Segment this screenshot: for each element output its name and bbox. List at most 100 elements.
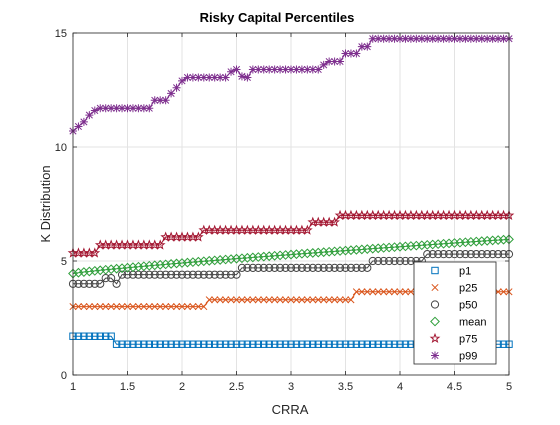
data-point-p99 — [112, 104, 121, 113]
legend-entry-p25: p25 — [431, 283, 477, 295]
data-point-p50 — [428, 250, 437, 259]
data-point-p50 — [335, 263, 345, 272]
data-point-p25 — [314, 296, 322, 304]
data-point-p50 — [303, 263, 312, 272]
data-point-p1 — [200, 340, 208, 348]
data-point-p1 — [167, 340, 175, 348]
data-point-p99 — [308, 65, 317, 74]
data-point-p99 — [466, 34, 475, 43]
data-point-p50 — [385, 256, 394, 266]
data-point-p99 — [472, 34, 481, 43]
legend-marker-p75 — [429, 332, 441, 344]
data-point-p1 — [260, 340, 268, 348]
data-point-p1 — [281, 340, 290, 348]
data-point-p25 — [205, 296, 213, 304]
data-point-p50 — [461, 250, 470, 259]
data-point-p99 — [423, 34, 432, 43]
data-point-p99 — [483, 34, 492, 43]
data-point-p1 — [172, 340, 181, 348]
data-point-p99 — [139, 104, 148, 113]
data-point-p1 — [112, 340, 121, 348]
data-point-p50 — [281, 263, 290, 272]
data-point-p99 — [439, 34, 448, 43]
data-point-p99 — [205, 73, 214, 82]
series-p99 — [69, 34, 513, 136]
data-point-p50 — [248, 263, 257, 272]
data-point-p99 — [287, 65, 295, 74]
data-point-p25 — [369, 288, 377, 296]
data-point-p1 — [243, 340, 252, 348]
data-point-p25 — [298, 296, 306, 304]
data-point-p50 — [156, 270, 165, 279]
data-point-p25 — [243, 296, 251, 304]
data-point-p99 — [221, 73, 230, 82]
data-point-p50 — [276, 263, 285, 272]
tick-layer: 1 1.5 2 2.5 3 3.5 4 4.5 5 0 5 10 15 — [55, 28, 512, 393]
data-point-p50 — [286, 263, 296, 272]
data-point-p25 — [325, 296, 333, 304]
data-point-p1 — [276, 340, 284, 348]
data-point-p99 — [303, 65, 312, 74]
data-point-p99 — [494, 34, 503, 43]
data-point-p50 — [259, 263, 268, 272]
data-point-p50 — [434, 250, 443, 259]
data-point-p50 — [450, 250, 459, 259]
data-point-p99 — [74, 122, 83, 131]
y-tick-label: 5 — [61, 256, 67, 268]
data-point-p1 — [194, 340, 203, 348]
data-point-p50 — [237, 263, 247, 272]
data-point-p99 — [368, 34, 377, 43]
data-point-p25 — [194, 303, 202, 311]
data-point-p50 — [205, 270, 214, 279]
legend-label-p75: p75 — [459, 334, 477, 346]
data-point-p75 — [193, 231, 204, 242]
data-point-p25 — [265, 296, 273, 304]
legend-marker-p1 — [431, 266, 439, 275]
legend-label-p50: p50 — [459, 300, 477, 312]
data-point-p1 — [85, 332, 94, 340]
data-point-p50 — [472, 250, 481, 259]
data-point-p99 — [259, 65, 268, 74]
data-point-p99 — [156, 96, 165, 105]
legend-label-p99: p99 — [459, 351, 477, 363]
data-point-p50 — [216, 270, 225, 279]
data-point-p99 — [297, 65, 306, 74]
data-point-p25 — [74, 303, 83, 311]
data-point-p50 — [172, 270, 181, 279]
data-point-p1 — [118, 340, 126, 348]
y-tick-label: 0 — [61, 370, 67, 382]
data-point-p25 — [281, 296, 290, 304]
data-point-p99 — [281, 65, 290, 74]
data-point-p25 — [309, 296, 317, 304]
data-point-p99 — [123, 104, 132, 113]
data-point-p99 — [455, 34, 464, 43]
data-point-p50 — [270, 263, 279, 272]
data-point-p50 — [145, 270, 154, 279]
data-point-p1 — [309, 340, 317, 348]
data-point-p50 — [150, 270, 159, 279]
data-point-p99 — [363, 42, 372, 51]
data-point-p99 — [210, 73, 219, 82]
data-point-p50 — [254, 263, 263, 272]
data-point-p25 — [254, 296, 262, 304]
data-point-p1 — [303, 340, 312, 348]
data-point-p50 — [96, 279, 105, 288]
data-point-p1 — [265, 340, 273, 348]
y-axis-label: K Distribution — [38, 165, 53, 242]
data-point-p1 — [107, 332, 115, 340]
data-point-p50 — [325, 263, 334, 272]
data-point-p99 — [248, 65, 257, 74]
data-point-p99 — [128, 104, 137, 113]
data-point-p50 — [232, 270, 241, 279]
data-point-p50 — [444, 250, 454, 259]
data-point-p25 — [222, 296, 230, 304]
data-point-p25 — [102, 303, 110, 311]
data-point-p25 — [189, 303, 197, 311]
data-point-p99 — [385, 34, 394, 43]
data-point-p50 — [341, 263, 350, 272]
data-point-p1 — [74, 332, 83, 340]
data-point-p99 — [319, 60, 328, 69]
data-point-p50 — [423, 250, 432, 259]
data-point-p99 — [325, 57, 334, 66]
